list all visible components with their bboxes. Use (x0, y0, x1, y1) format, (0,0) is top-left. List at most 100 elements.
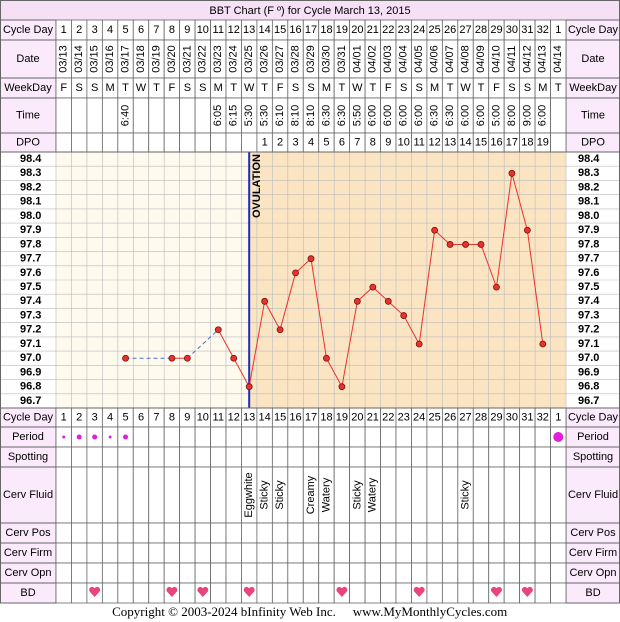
weekday: T (261, 82, 268, 94)
weekday: S (76, 82, 83, 94)
cell (241, 132, 258, 153)
cell (163, 466, 181, 524)
cell (179, 426, 196, 448)
cell (364, 522, 381, 544)
dpo: 8 (370, 136, 376, 148)
cell (225, 582, 242, 604)
cell (210, 132, 227, 153)
cell (550, 446, 567, 468)
bd-heart (521, 586, 533, 597)
cell (488, 562, 505, 584)
cell (210, 542, 227, 564)
period-mark (76, 434, 82, 440)
cell (287, 446, 304, 468)
cell (349, 562, 366, 584)
cell (426, 446, 443, 468)
cycle-day: 22 (382, 411, 394, 423)
bbt-point (446, 241, 454, 248)
cell (148, 446, 165, 468)
time: 5:30 (243, 105, 255, 126)
cell (472, 542, 490, 564)
cell (441, 542, 459, 564)
bbt-point (230, 354, 238, 362)
cell (333, 446, 351, 468)
cell (194, 132, 211, 153)
cell (441, 466, 459, 524)
cell (194, 562, 211, 584)
date: 04/01 (351, 45, 363, 73)
row-label: Spotting (573, 451, 613, 463)
cell (302, 446, 320, 468)
cell (550, 562, 567, 584)
cell (179, 446, 196, 468)
y-tick-label: 96.8 (578, 381, 599, 393)
weekday: F (493, 82, 500, 94)
row-label: Cerv Firm (569, 547, 617, 559)
cell (101, 562, 119, 584)
cell (210, 522, 227, 544)
cell (472, 426, 490, 448)
site-link: www.MyMonthlyCycles.com (353, 604, 507, 619)
cell (395, 542, 412, 564)
date: 03/19 (150, 45, 162, 73)
cell (241, 446, 258, 468)
cell (71, 466, 88, 524)
cell (503, 522, 521, 544)
bbt-point (400, 312, 408, 319)
cell (117, 562, 134, 584)
cycle-day: 7 (153, 24, 159, 36)
cell (472, 522, 490, 544)
cell (132, 466, 150, 524)
dpo: 9 (385, 136, 391, 148)
cerv-fluid: Sticky (459, 480, 471, 510)
time: 6:00 (398, 105, 410, 126)
cycle-day: 12 (228, 24, 240, 36)
weekday: S (199, 82, 206, 94)
cerv-fluid: Eggwhite (243, 472, 255, 517)
cell (117, 582, 134, 604)
cell (71, 522, 88, 544)
cell (225, 522, 242, 544)
period-mark (123, 434, 129, 440)
cell (86, 132, 103, 153)
cell (302, 426, 320, 448)
y-tick-label: 97.8 (20, 238, 41, 250)
cell (457, 446, 474, 468)
cell (225, 446, 242, 468)
cycle-day: 4 (107, 24, 113, 36)
cell (271, 446, 289, 468)
cell (256, 426, 273, 448)
time: 5:30 (259, 105, 271, 126)
cycle-day: 1 (61, 24, 67, 36)
weekday: W (244, 82, 255, 94)
cell (550, 132, 567, 153)
bd-heart (336, 586, 348, 597)
cycle-day: 25 (429, 24, 441, 36)
date: 04/08 (459, 45, 471, 73)
cycle-day: 15 (274, 411, 286, 423)
cell (71, 562, 88, 584)
weekday: F (169, 82, 176, 94)
row-label: BD (585, 587, 600, 599)
y-tick-label: 98.2 (20, 181, 41, 193)
cycle-day: 31 (521, 411, 533, 423)
weekday: F (60, 82, 67, 94)
cycle-day: 19 (336, 411, 348, 423)
cycle-day: 22 (382, 24, 394, 36)
date: 03/22 (197, 45, 209, 73)
cell (380, 426, 397, 448)
cell (225, 542, 242, 564)
bbt-point (415, 340, 423, 348)
date: 04/02 (367, 45, 379, 73)
bbt-point (323, 354, 330, 362)
cell (256, 446, 273, 468)
y-tick-label: 97.7 (578, 253, 599, 265)
date: 03/29 (305, 45, 317, 73)
y-tick-label: 96.7 (578, 395, 599, 407)
bbt-point (523, 226, 531, 234)
cell (163, 426, 181, 448)
cell (179, 466, 196, 524)
weekday: S (524, 82, 531, 94)
cell (349, 522, 366, 544)
